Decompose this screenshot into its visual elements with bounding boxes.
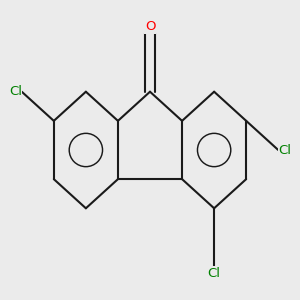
Text: O: O [145,20,155,33]
Text: Cl: Cl [208,267,220,280]
Text: Cl: Cl [278,143,291,157]
Text: Cl: Cl [9,85,22,98]
